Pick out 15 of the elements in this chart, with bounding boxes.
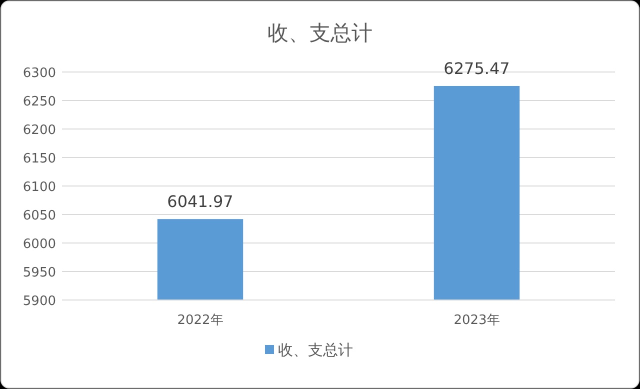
legend-label: 收、支总计 (278, 341, 353, 359)
y-tick-label: 6250 (22, 94, 56, 110)
x-tick-label: 2022年 (177, 313, 224, 328)
y-tick-label: 6100 (22, 180, 56, 195)
y-tick-label: 6050 (22, 208, 56, 224)
y-tick-label: 6000 (22, 237, 56, 252)
y-tick-label: 6150 (22, 152, 56, 166)
data-label: 6041.97 (167, 192, 234, 212)
y-tick-label: 5950 (22, 266, 56, 280)
data-label: 6275.47 (444, 58, 510, 78)
chart-title: 收、支总计 (268, 21, 372, 45)
y-tick-label: 6300 (22, 66, 56, 81)
x-tick-label: 2023年 (454, 313, 500, 328)
y-tick-label: 6200 (22, 123, 56, 138)
y-tick-label: 5900 (22, 294, 56, 309)
